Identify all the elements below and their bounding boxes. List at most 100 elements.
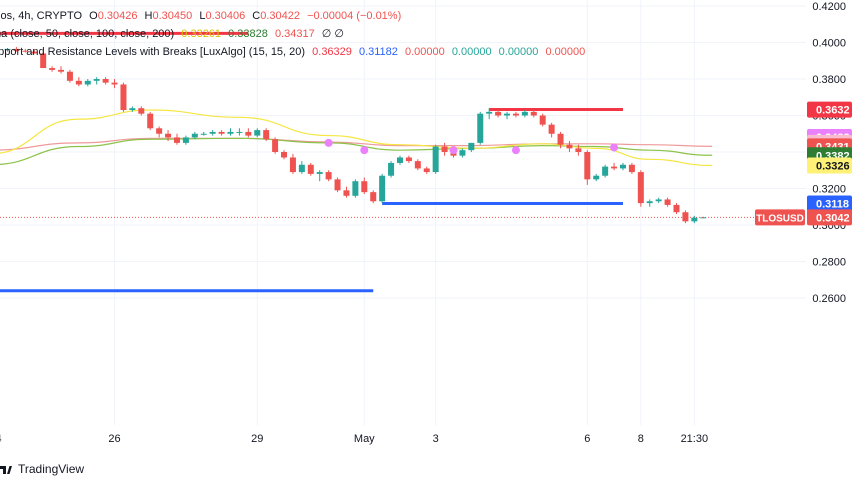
x-tick-label: 21:30 bbox=[681, 433, 709, 445]
price-label-bg bbox=[807, 101, 852, 118]
candle bbox=[495, 110, 502, 118]
candle-body bbox=[646, 201, 653, 204]
candle-body bbox=[530, 111, 537, 116]
candle-body bbox=[316, 172, 323, 174]
candle-body bbox=[370, 192, 377, 202]
ma100-line bbox=[0, 137, 713, 165]
candle-body bbox=[156, 128, 163, 134]
candle bbox=[182, 135, 189, 145]
candle bbox=[352, 179, 359, 198]
break-marker bbox=[610, 143, 619, 152]
break-marker bbox=[511, 146, 520, 155]
moving-averages bbox=[0, 109, 713, 167]
candle bbox=[58, 66, 65, 74]
candle bbox=[138, 106, 145, 116]
candle-body bbox=[682, 212, 689, 222]
candle-body bbox=[227, 131, 234, 134]
candle bbox=[31, 49, 38, 54]
candle bbox=[334, 177, 341, 193]
candle bbox=[200, 131, 207, 136]
time-axis[interactable]: 4 26 29 May 3 6 8 21:30 bbox=[0, 433, 708, 445]
y-tick-label: 0.4000 bbox=[812, 38, 846, 50]
candle bbox=[459, 148, 466, 158]
candle-body bbox=[637, 172, 644, 204]
candle bbox=[486, 108, 493, 120]
break-markers bbox=[324, 138, 619, 155]
candle-body bbox=[31, 51, 38, 54]
candle-body bbox=[459, 150, 466, 156]
change-value: −0.00004 (−0.01%) bbox=[307, 10, 402, 22]
candle bbox=[325, 170, 332, 182]
ma-legend[interactable]: ma (close, 50, close, 100, close, 200) 0… bbox=[0, 27, 344, 41]
candle-body bbox=[691, 217, 698, 222]
price-label: 0.3042 bbox=[807, 209, 852, 226]
candle-body bbox=[388, 162, 395, 176]
close-label: C bbox=[252, 10, 261, 22]
open-label: O bbox=[89, 10, 98, 22]
candle-body bbox=[13, 48, 20, 51]
sr-levels bbox=[0, 31, 623, 293]
candle-body bbox=[379, 175, 386, 202]
ma-empty-values: ∅ ∅ bbox=[321, 28, 344, 40]
candle bbox=[281, 150, 288, 160]
candle-body bbox=[628, 164, 635, 173]
price-label-bg bbox=[807, 195, 852, 212]
candle-body bbox=[655, 199, 662, 202]
candle-body bbox=[165, 133, 172, 138]
candle bbox=[218, 130, 225, 136]
candle-body bbox=[200, 133, 207, 135]
candle bbox=[66, 69, 73, 83]
candle-body bbox=[495, 111, 502, 116]
candle bbox=[75, 77, 82, 87]
brand-name: TradingView bbox=[18, 462, 85, 476]
candle bbox=[227, 128, 234, 136]
candle-body bbox=[245, 131, 252, 136]
candle-body bbox=[40, 53, 47, 69]
candle-body bbox=[209, 131, 216, 134]
candle-body bbox=[218, 131, 225, 134]
ma100-value: 0.33828 bbox=[228, 28, 268, 40]
candle-body bbox=[281, 152, 288, 158]
candle-body bbox=[575, 148, 582, 152]
tradingview-brand[interactable]: TradingView bbox=[0, 459, 84, 479]
candle bbox=[361, 177, 368, 194]
candle bbox=[468, 142, 475, 152]
sr-legend[interactable]: upport and Resistance Levels with Breaks… bbox=[0, 45, 585, 59]
candle bbox=[4, 47, 11, 52]
x-tick-label: 4 bbox=[0, 433, 2, 445]
candle-body bbox=[102, 79, 109, 83]
break-marker bbox=[449, 146, 458, 155]
symbol-ohlc-legend[interactable]: elos, 4h, CRYPTO O0.30426 H0.30450 L0.30… bbox=[0, 9, 401, 23]
candle-body bbox=[111, 82, 118, 85]
y-tick-label: 0.3200 bbox=[812, 184, 846, 196]
sr-value-resistance: 0.36329 bbox=[312, 46, 352, 58]
candle bbox=[147, 111, 154, 131]
candle bbox=[236, 128, 243, 136]
candle-body bbox=[236, 131, 243, 133]
high-value: 0.30450 bbox=[152, 10, 193, 22]
candle bbox=[628, 162, 635, 174]
candle-body bbox=[584, 152, 591, 180]
price-label-text: 0.3326 bbox=[816, 161, 850, 173]
candle bbox=[165, 130, 172, 142]
candle-body bbox=[700, 217, 707, 219]
sr-title: upport and Resistance Levels with Breaks… bbox=[0, 46, 306, 58]
candle bbox=[343, 186, 350, 198]
break-marker bbox=[360, 146, 369, 155]
candle-body bbox=[512, 113, 519, 116]
candle bbox=[254, 128, 261, 138]
open-value: 0.30426 bbox=[97, 10, 138, 22]
candle-body bbox=[405, 157, 412, 162]
low-label: L bbox=[199, 10, 206, 22]
candle-body bbox=[504, 113, 511, 116]
candle bbox=[40, 51, 47, 69]
candle-body bbox=[361, 181, 368, 193]
candle bbox=[129, 106, 136, 112]
candle bbox=[173, 133, 180, 145]
candle bbox=[405, 155, 412, 163]
y-tick-label: 0.3800 bbox=[812, 74, 846, 86]
candle bbox=[156, 126, 163, 138]
candle-body bbox=[272, 139, 279, 152]
candle-body bbox=[263, 130, 270, 140]
